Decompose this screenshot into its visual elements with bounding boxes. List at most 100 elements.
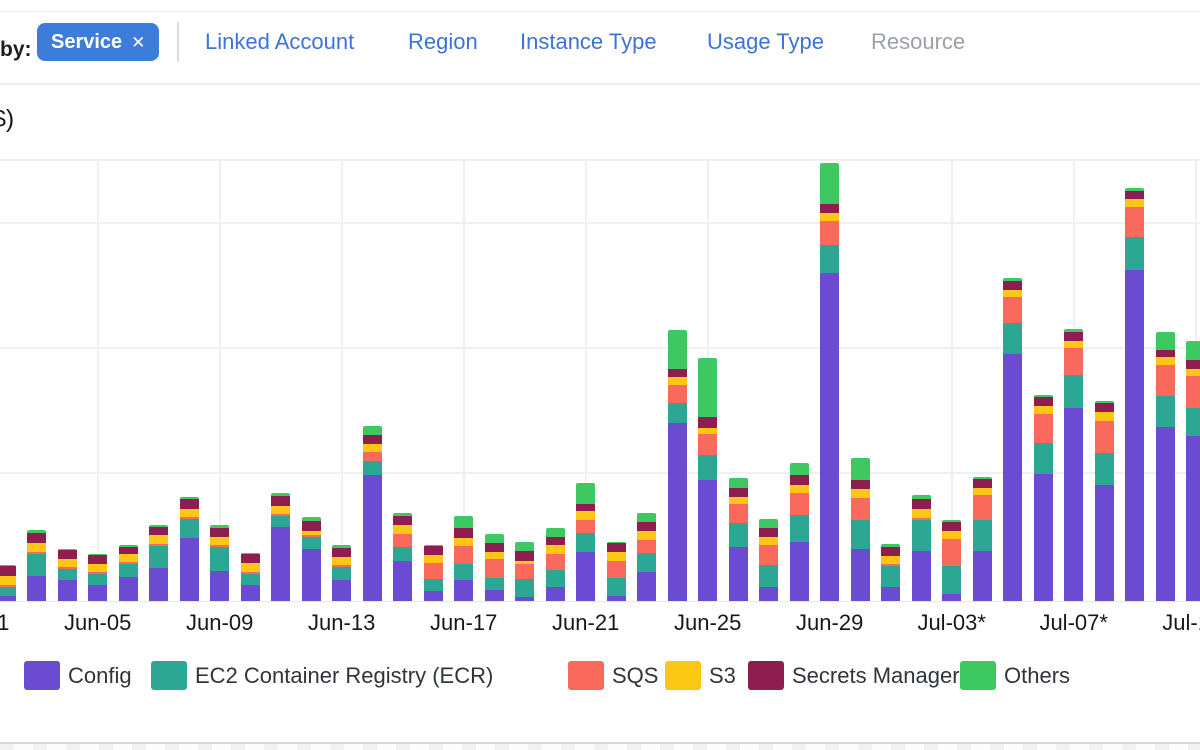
bar-segment <box>27 576 47 601</box>
bar-segment <box>576 504 596 511</box>
bar-jun-04[interactable] <box>57 549 77 601</box>
bar-segment <box>942 594 962 601</box>
legend-item-ecr[interactable]: EC2 Container Registry (ECR) <box>151 661 493 690</box>
bar-segment <box>149 544 169 546</box>
close-icon[interactable]: ✕ <box>131 32 146 52</box>
bar-segment <box>1003 290 1023 297</box>
bar-segment <box>789 463 809 475</box>
bar-segment <box>637 572 657 601</box>
bar-segment <box>515 542 535 551</box>
bar-jun-02[interactable] <box>0 565 16 601</box>
bar-jun-10[interactable] <box>240 553 260 601</box>
bar-jun-15[interactable] <box>393 513 413 601</box>
bar-segment <box>484 559 504 578</box>
bar-segment <box>271 516 291 527</box>
bar-segment <box>1003 281 1023 290</box>
bar-jun-05[interactable] <box>88 554 108 601</box>
bar-jun-14[interactable] <box>362 426 382 601</box>
bar-jun-21[interactable] <box>576 483 596 601</box>
bar-jun-17[interactable] <box>454 516 474 601</box>
bar-segment <box>0 566 16 576</box>
bar-jun-30[interactable] <box>850 458 870 601</box>
bar-jun-23[interactable] <box>637 513 657 601</box>
bar-segment <box>728 547 748 601</box>
bar-jun-22[interactable] <box>606 542 626 601</box>
bar-segment <box>210 545 230 547</box>
bar-jun-29[interactable] <box>820 163 840 601</box>
bar-segment <box>942 520 962 522</box>
bar-jul-05[interactable] <box>1003 278 1023 601</box>
bar-segment <box>1064 375 1084 408</box>
bar-segment <box>698 434 718 455</box>
bar-segment <box>1003 297 1023 323</box>
bar-jun-13[interactable] <box>332 545 352 601</box>
bar-jun-19[interactable] <box>515 542 535 601</box>
bar-jun-09[interactable] <box>210 525 230 601</box>
x-axis-line <box>0 601 1200 602</box>
bar-segment <box>1186 341 1200 360</box>
bar-segment <box>484 552 504 559</box>
groupby-link-linked-account[interactable]: Linked Account <box>205 29 355 54</box>
gridline-horizontal <box>0 159 1200 161</box>
bar-jul-11[interactable] <box>1186 341 1200 601</box>
bar-segment <box>759 587 779 601</box>
bar-segment <box>88 574 108 585</box>
bar-jun-08[interactable] <box>179 497 199 601</box>
bar-jun-28[interactable] <box>789 463 809 601</box>
bar-jul-03[interactable] <box>942 520 962 601</box>
bar-jun-11[interactable] <box>271 493 291 601</box>
bar-jun-25[interactable] <box>698 358 718 601</box>
bar-segment <box>1094 421 1114 453</box>
bar-jun-27[interactable] <box>759 519 779 601</box>
bar-segment <box>972 520 992 551</box>
bar-jun-20[interactable] <box>545 528 565 601</box>
group-by-chip-service[interactable]: Service ✕ <box>37 23 160 61</box>
groupby-link-instance-type[interactable]: Instance Type <box>520 29 657 54</box>
bar-jun-24[interactable] <box>667 330 687 601</box>
bar-segment <box>850 549 870 601</box>
bar-segment <box>301 537 321 549</box>
groupby-link-region[interactable]: Region <box>408 29 478 54</box>
bar-jul-02[interactable] <box>911 495 931 601</box>
legend-item-config[interactable]: Config <box>24 661 132 690</box>
legend-item-others[interactable]: Others <box>960 661 1070 690</box>
bar-segment <box>820 245 840 273</box>
bar-jun-07[interactable] <box>149 525 169 601</box>
legend-item-sqs[interactable]: SQS <box>568 661 658 690</box>
legend-swatch-others <box>960 661 996 690</box>
bar-segment <box>454 516 474 528</box>
bar-segment <box>301 517 321 521</box>
bar-segment <box>972 479 992 488</box>
bar-segment <box>149 525 169 527</box>
bar-jul-08[interactable] <box>1094 401 1114 601</box>
bar-jul-01[interactable] <box>881 544 901 601</box>
bar-segment <box>271 527 291 601</box>
legend-item-secrets-manager[interactable]: Secrets Manager <box>748 661 960 690</box>
bar-jun-03[interactable] <box>27 530 47 601</box>
bar-jun-16[interactable] <box>423 545 443 601</box>
bar-segment <box>332 567 352 580</box>
bar-jul-09[interactable] <box>1125 188 1145 601</box>
legend-item-s3[interactable]: S3 <box>665 661 736 690</box>
bar-jul-04[interactable] <box>972 477 992 601</box>
bar-jul-10[interactable] <box>1155 332 1175 601</box>
bar-segment <box>179 519 199 538</box>
divider <box>177 22 179 62</box>
bar-segment <box>27 533 47 543</box>
bar-jun-06[interactable] <box>118 545 138 601</box>
bar-jun-26[interactable] <box>728 478 748 601</box>
bar-segment <box>210 525 230 528</box>
bar-jul-06[interactable] <box>1033 395 1053 601</box>
bar-segment <box>576 483 596 504</box>
bar-jul-07[interactable] <box>1064 329 1084 601</box>
bar-segment <box>942 531 962 539</box>
bar-segment <box>362 426 382 435</box>
bar-jun-12[interactable] <box>301 517 321 601</box>
bar-segment <box>515 561 535 564</box>
groupby-link-usage-type[interactable]: Usage Type <box>707 29 825 54</box>
legend-label: EC2 Container Registry (ECR) <box>195 662 494 688</box>
bar-jun-18[interactable] <box>484 534 504 601</box>
x-tick-label: Jun-21 <box>552 610 620 635</box>
legend-swatch-secrets-manager <box>748 661 784 690</box>
x-tick-label: Jun-17 <box>430 610 498 635</box>
